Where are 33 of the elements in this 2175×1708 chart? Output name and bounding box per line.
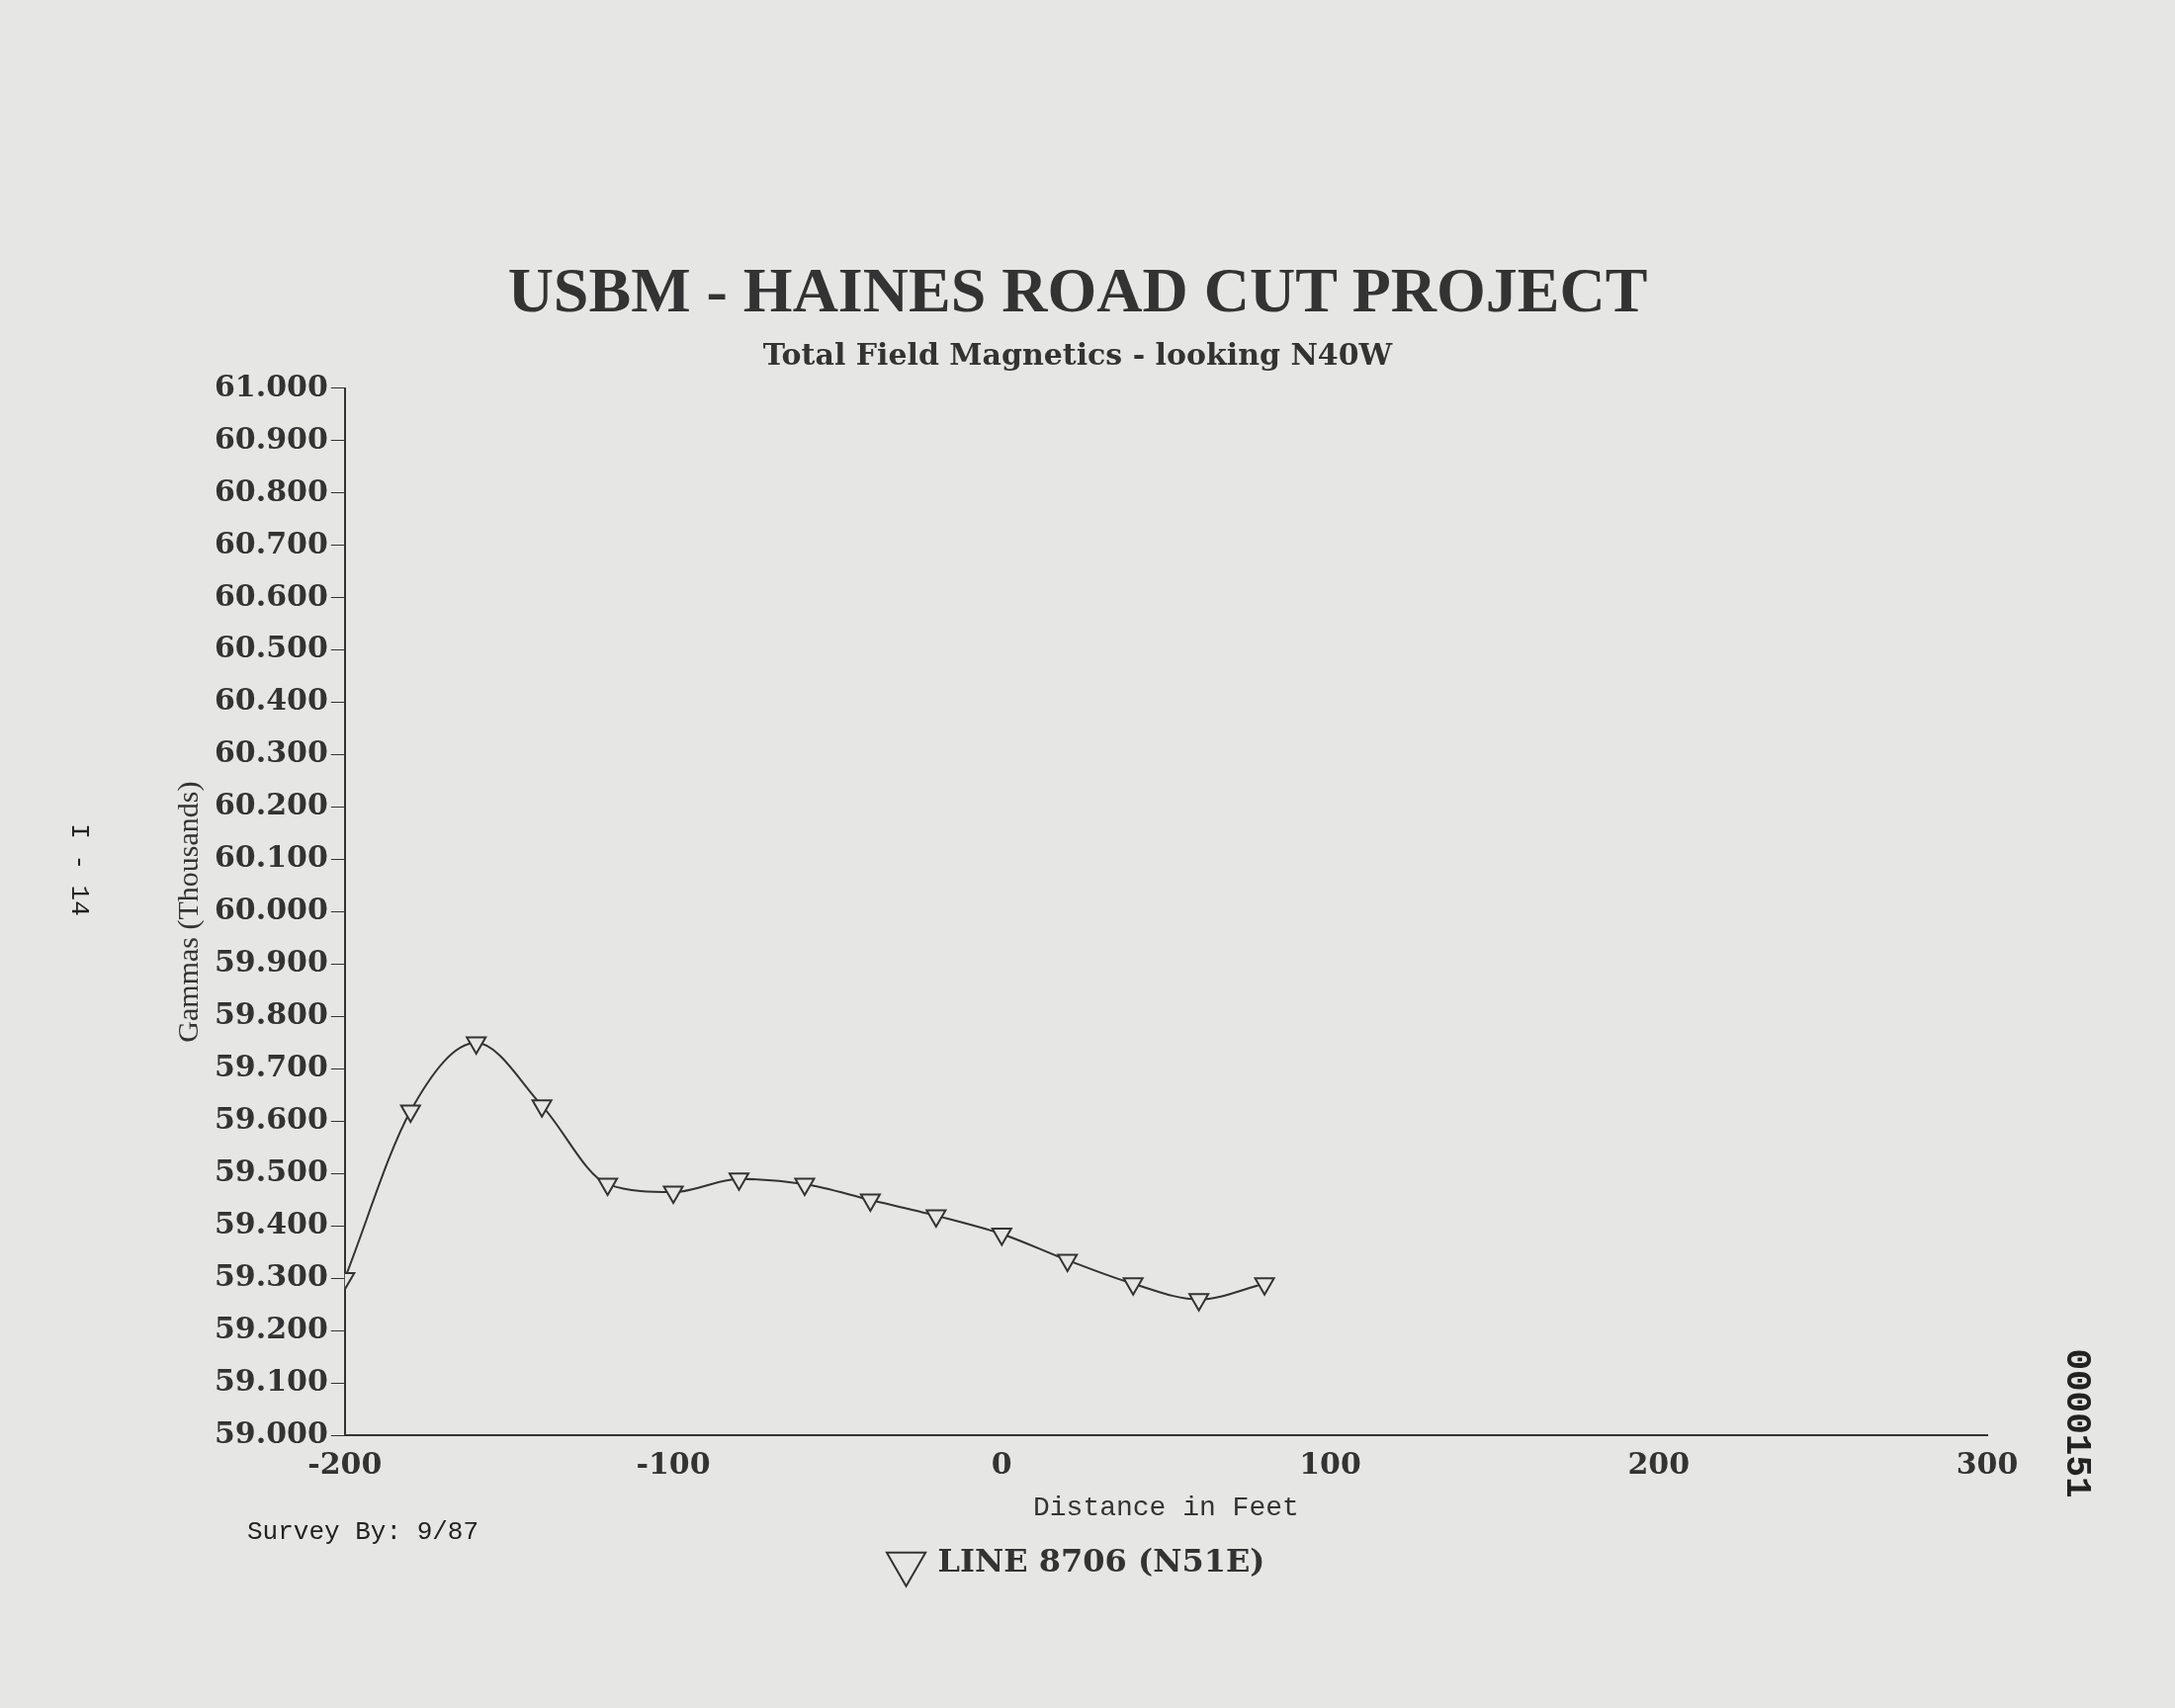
y-tick-label: 59.300 [214, 1258, 328, 1294]
y-tick-label: 60.700 [214, 525, 328, 560]
y-tick-label: 59.900 [214, 944, 328, 980]
chart-title: USBM - HAINES ROAD CUT PROJECT [507, 254, 1648, 325]
x-tick-label: 200 [1627, 1446, 1691, 1482]
y-tick-label: 59.500 [214, 1153, 328, 1189]
text: Survey By: 9/87 [247, 1516, 479, 1547]
y-tick-label: 59.600 [214, 1101, 328, 1137]
y-axis-title: Gammas (Thousands) [170, 781, 205, 1043]
x-tick-label: 100 [1299, 1446, 1361, 1482]
x-tick-label: 0 [991, 1446, 1012, 1482]
x-axis-title: Distance in Feet [1032, 1492, 1299, 1523]
y-tick-label: 59.100 [214, 1363, 328, 1399]
y-tick-label: 60.100 [214, 839, 328, 875]
y-tick-label: 59.400 [214, 1206, 328, 1241]
y-tick-label: 61.000 [214, 368, 328, 403]
y-tick-label: 59.200 [214, 1311, 328, 1346]
y-tick-label: 60.500 [214, 630, 328, 665]
y-tick-label: 60.800 [214, 472, 328, 508]
x-tick-label: 300 [1956, 1446, 2019, 1482]
y-tick-label: 60.000 [214, 892, 328, 927]
legend-label: LINE 8706 (N51E) [937, 1542, 1265, 1580]
y-tick-label: 60.600 [214, 577, 328, 613]
y-tick-label: 59.800 [214, 996, 328, 1032]
y-tick-label: 60.200 [214, 787, 328, 822]
x-tick-label: -100 [636, 1446, 711, 1482]
chart-subtitle: Total Field Magnetics - looking N40W [762, 336, 1394, 372]
y-tick-label: 60.400 [214, 682, 328, 718]
y-tick-label: 60.900 [214, 420, 328, 456]
text: 0000151 [2055, 1348, 2097, 1498]
text: I - 14 [64, 823, 95, 916]
y-tick-label: 60.300 [214, 734, 328, 770]
y-tick-label: 59.700 [214, 1049, 328, 1084]
